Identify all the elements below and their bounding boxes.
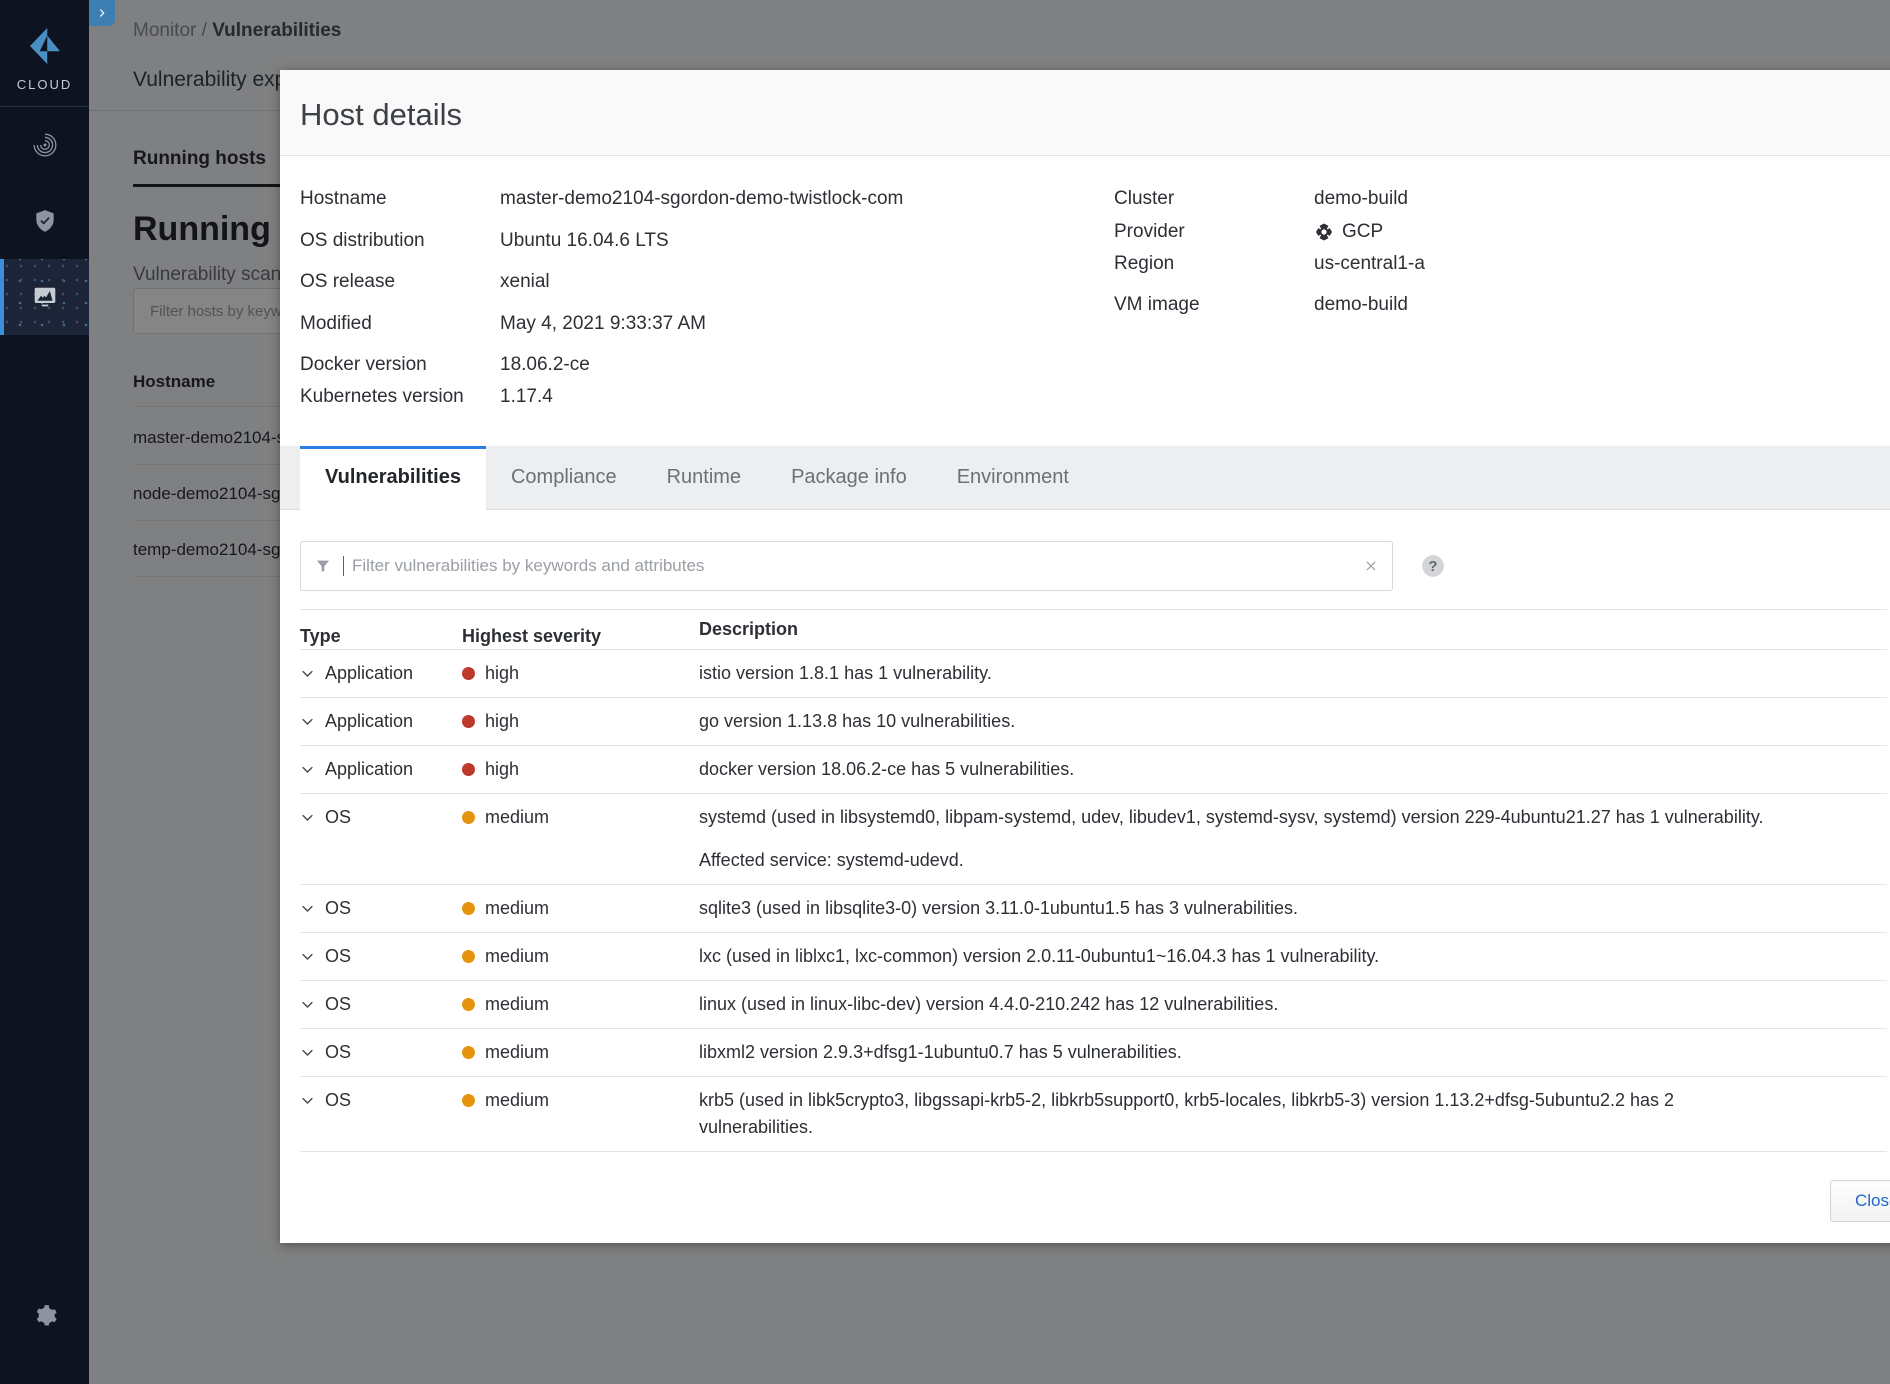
svg-text:?: ? [1429,559,1438,575]
